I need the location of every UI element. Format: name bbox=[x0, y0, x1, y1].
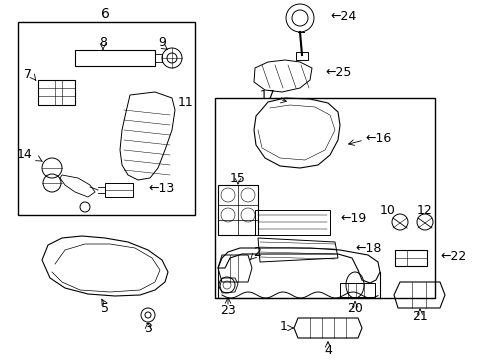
Text: 3: 3 bbox=[144, 321, 152, 334]
Bar bbox=[339, 283, 374, 297]
Text: ←25: ←25 bbox=[325, 66, 351, 78]
Bar bbox=[218, 185, 258, 235]
Bar bbox=[75, 50, 155, 66]
Bar bbox=[18, 22, 195, 215]
Text: 14: 14 bbox=[16, 148, 32, 162]
Text: ←22: ←22 bbox=[439, 249, 465, 262]
Text: 20: 20 bbox=[346, 302, 362, 315]
Text: 7: 7 bbox=[24, 68, 32, 81]
Text: 15: 15 bbox=[229, 171, 245, 184]
Bar bbox=[215, 98, 434, 298]
Text: 8: 8 bbox=[99, 36, 107, 49]
Text: 5: 5 bbox=[101, 302, 109, 315]
Text: 10: 10 bbox=[379, 203, 395, 216]
Bar bbox=[38, 80, 75, 105]
Text: ←18: ←18 bbox=[354, 242, 381, 255]
Text: ←24: ←24 bbox=[329, 9, 356, 22]
Text: ←19: ←19 bbox=[339, 211, 366, 225]
Text: 17: 17 bbox=[260, 89, 275, 102]
Text: 6: 6 bbox=[101, 7, 109, 21]
Text: 2: 2 bbox=[252, 246, 260, 258]
Bar bbox=[105, 183, 133, 197]
Text: 11: 11 bbox=[178, 95, 193, 108]
Text: ←16: ←16 bbox=[364, 131, 390, 144]
Text: 9: 9 bbox=[158, 36, 165, 49]
Text: 23: 23 bbox=[220, 303, 235, 316]
Text: 12: 12 bbox=[416, 203, 432, 216]
Text: 4: 4 bbox=[324, 343, 331, 356]
Bar bbox=[254, 210, 329, 235]
Text: ←13: ←13 bbox=[148, 181, 174, 194]
Text: 21: 21 bbox=[411, 310, 427, 323]
Text: 1: 1 bbox=[280, 320, 287, 333]
Bar bbox=[295, 52, 307, 60]
Bar bbox=[394, 250, 426, 266]
